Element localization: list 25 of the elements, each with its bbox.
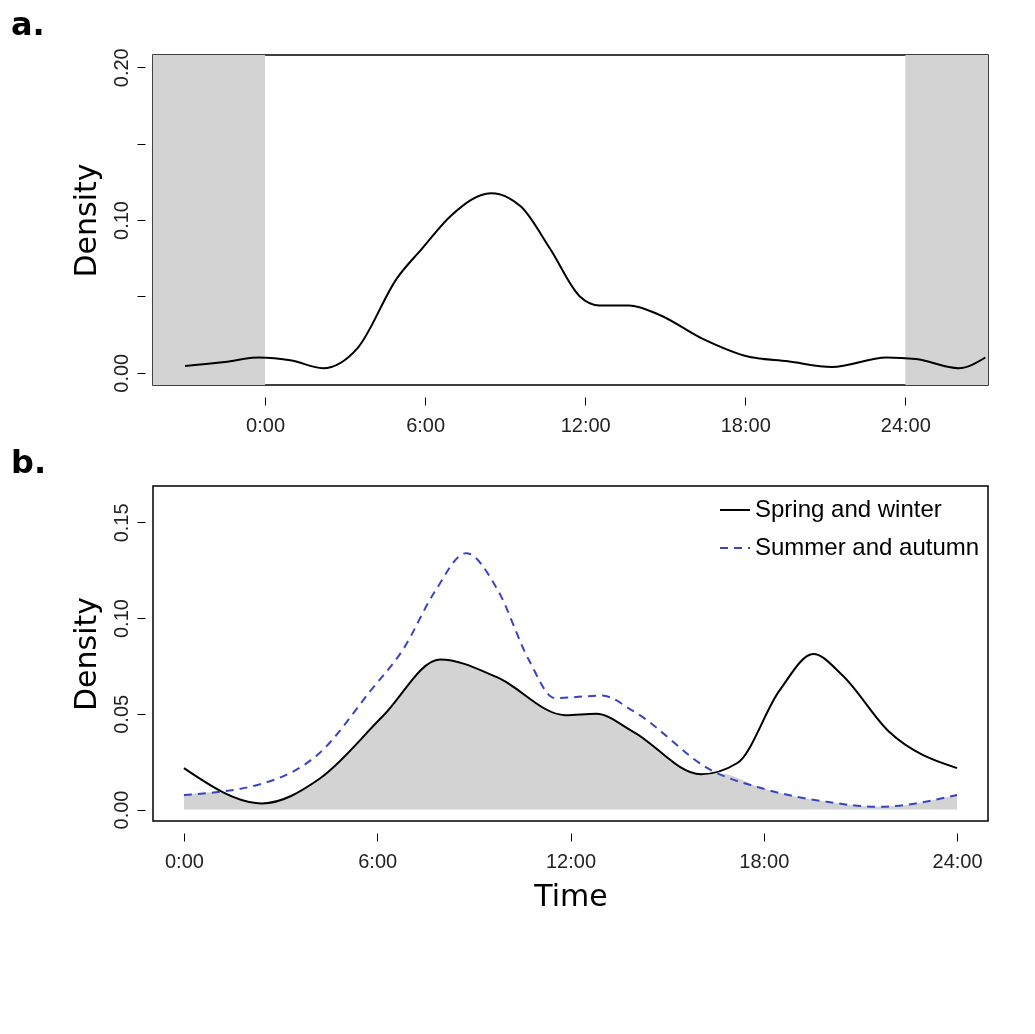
y-tick-label: 0.00 bbox=[109, 790, 132, 830]
y-tick-label: 0.10 bbox=[109, 201, 132, 240]
x-tick-label: 24:00 bbox=[880, 413, 931, 436]
legend-label: Spring and winter bbox=[755, 495, 942, 522]
y-axis-title: Density bbox=[67, 163, 103, 278]
y-tick-label: 0.05 bbox=[109, 694, 132, 734]
x-tick-label: 0:00 bbox=[164, 849, 204, 872]
x-tick-label: 6:00 bbox=[406, 413, 446, 436]
x-tick-label: 18:00 bbox=[739, 849, 790, 872]
y-tick-label: 0.10 bbox=[109, 599, 132, 639]
x-tick-label: 18:00 bbox=[720, 413, 771, 436]
x-tick-label: 6:00 bbox=[358, 849, 398, 872]
x-tick-label: 12:00 bbox=[560, 413, 611, 436]
chart-title: b. bbox=[11, 443, 47, 481]
y-tick-label: 0.15 bbox=[109, 503, 132, 543]
x-axis-title: Time bbox=[533, 877, 608, 913]
y-tick-label: 0.00 bbox=[109, 353, 132, 393]
x-tick-label: 0:00 bbox=[246, 413, 286, 436]
y-axis-title: Density bbox=[67, 596, 103, 712]
legend-label: Summer and autumn bbox=[755, 533, 980, 560]
y-tick-label: 0.20 bbox=[109, 48, 132, 88]
x-tick-label: 24:00 bbox=[932, 849, 983, 872]
chart-title: a. bbox=[11, 4, 45, 43]
x-tick-label: 12:00 bbox=[545, 849, 597, 872]
line-series bbox=[184, 192, 987, 370]
